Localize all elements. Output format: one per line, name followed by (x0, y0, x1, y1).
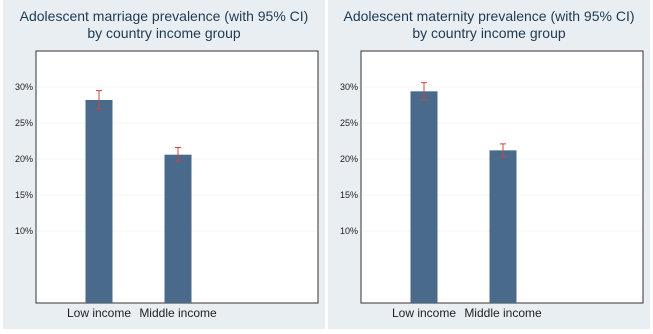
y-tick-label: 20% (340, 154, 358, 164)
chart-subtitle: by country income group (412, 25, 566, 41)
bar-middle-income (489, 150, 517, 303)
y-tick-label: 15% (15, 190, 33, 200)
chart-panel-maternity: Adolescent maternity prevalence (with 95… (328, 0, 650, 329)
category-label: Middle income (139, 306, 217, 320)
category-label: Low income (67, 306, 131, 320)
chart-panel-marriage: Adolescent marriage prevalence (with 95%… (3, 0, 325, 329)
y-tick-label: 15% (340, 190, 358, 200)
bar-middle-income (164, 154, 192, 303)
chart-title: Adolescent maternity prevalence (with 95… (343, 8, 634, 24)
y-tick-label: 25% (15, 118, 33, 128)
chart-marriage: Adolescent marriage prevalence (with 95%… (15, 8, 319, 320)
category-label: Middle income (464, 306, 542, 320)
category-label: Low income (392, 306, 456, 320)
bar-low-income (410, 91, 438, 303)
chart-subtitle: by country income group (87, 25, 241, 41)
y-tick-label: 30% (15, 82, 33, 92)
y-tick-label: 25% (340, 118, 358, 128)
chart-title: Adolescent marriage prevalence (with 95%… (20, 8, 309, 24)
y-tick-label: 10% (340, 226, 358, 236)
chart-maternity: Adolescent maternity prevalence (with 95… (340, 8, 644, 320)
y-tick-label: 20% (15, 154, 33, 164)
bar-low-income (85, 99, 113, 304)
y-tick-label: 10% (15, 226, 33, 236)
y-tick-label: 30% (340, 82, 358, 92)
